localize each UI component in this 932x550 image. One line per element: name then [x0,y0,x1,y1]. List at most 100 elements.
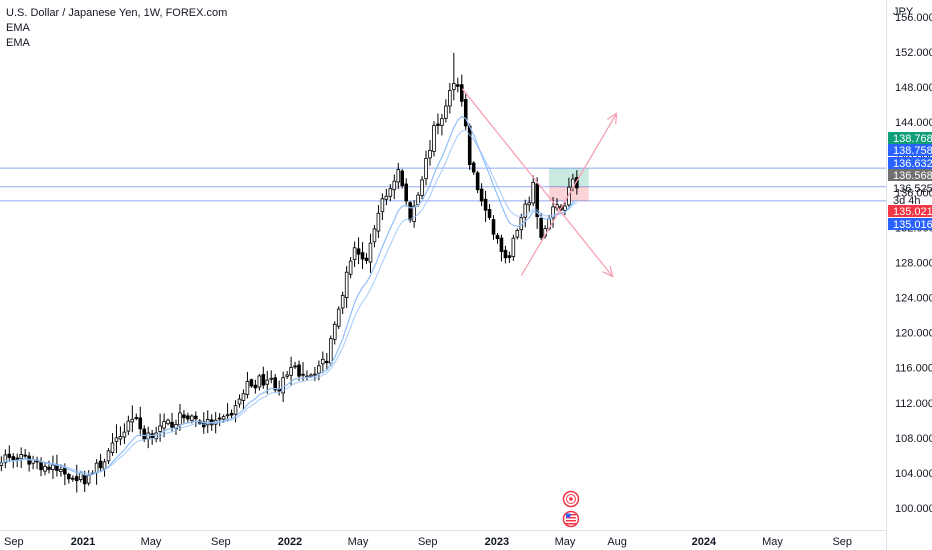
candle[interactable] [293,361,297,369]
candle[interactable] [444,99,448,123]
candle[interactable] [110,433,115,456]
candle[interactable] [436,113,440,135]
candle[interactable] [376,205,381,238]
symbol-title[interactable]: U.S. Dollar / Japanese Yen, 1W, FOREX.co… [6,7,228,19]
candle[interactable] [440,113,444,136]
candle[interactable] [535,177,539,229]
candle[interactable] [217,413,222,427]
candle[interactable] [364,253,369,264]
candle[interactable] [507,251,512,263]
candle[interactable] [130,405,135,433]
target-icon[interactable] [562,490,580,508]
candle[interactable] [106,448,111,465]
candle[interactable] [51,455,55,479]
candle[interactable] [225,403,230,422]
candle[interactable] [475,170,480,194]
candle[interactable] [31,455,35,470]
price-label-3[interactable]: 136.568 [888,169,932,182]
candle[interactable] [392,174,397,200]
candle[interactable] [166,418,170,426]
candle[interactable] [102,458,107,477]
candle[interactable] [261,366,266,389]
candle[interactable] [23,449,27,459]
candle[interactable] [71,475,75,482]
candle[interactable] [142,425,147,443]
candle[interactable] [519,213,524,240]
candle[interactable] [253,379,258,394]
candle[interactable] [424,150,428,186]
candle[interactable] [241,389,246,410]
candle[interactable] [368,233,373,273]
candle[interactable] [456,77,460,93]
candle[interactable] [35,456,39,470]
candle[interactable] [289,356,293,386]
candle[interactable] [7,445,12,463]
candle[interactable] [467,123,472,170]
us-flag-icon[interactable] [562,510,580,528]
candle[interactable] [336,306,341,330]
candle[interactable] [356,237,361,265]
candle[interactable] [332,321,337,345]
candle[interactable] [305,370,309,381]
candle[interactable] [479,183,484,207]
candle[interactable] [269,370,274,384]
candle[interactable] [321,351,325,374]
candle[interactable] [178,404,182,431]
price-label-1[interactable]: 138.758 [888,144,932,157]
candle[interactable] [499,234,504,262]
candle[interactable] [0,456,4,472]
candle[interactable] [348,256,353,279]
candle[interactable] [285,370,289,380]
price-label-7[interactable]: 135.016 [888,218,932,231]
candle[interactable] [162,413,166,438]
arrow-1[interactable] [520,112,618,276]
candle[interactable] [146,426,150,449]
candle[interactable] [186,412,190,423]
ema-indicator-label-2[interactable]: EMA [6,37,30,49]
candle[interactable] [138,406,143,437]
candle[interactable] [43,462,47,476]
candle[interactable] [515,228,520,240]
candle[interactable] [257,374,262,391]
candle[interactable] [74,464,79,493]
price-label-4[interactable]: 136.525 [893,183,932,195]
candle[interactable] [39,457,43,477]
candle[interactable] [400,169,405,189]
candle[interactable] [463,92,468,130]
candle[interactable] [384,188,389,206]
candle[interactable] [67,472,71,484]
candle[interactable] [448,82,452,114]
candle[interactable] [428,140,432,166]
candle[interactable] [471,161,476,175]
candle[interactable] [122,423,127,444]
candle[interactable] [328,335,333,367]
candle[interactable] [98,453,103,473]
candle[interactable] [527,196,532,212]
candle[interactable] [150,429,154,445]
ema-line-2[interactable] [1,129,578,474]
candle[interactable] [404,178,408,207]
candle[interactable] [19,447,23,468]
candle[interactable] [118,426,123,446]
candle[interactable] [126,415,131,436]
candle[interactable] [134,413,139,421]
ema-indicator-label-1[interactable]: EMA [6,22,30,34]
candle[interactable] [325,352,329,370]
candle[interactable] [452,52,456,101]
candle[interactable] [27,452,31,472]
candle[interactable] [245,371,250,399]
candle[interactable] [511,234,516,261]
candle[interactable] [412,200,416,228]
arrow-0[interactable] [461,88,614,278]
candle[interactable] [158,413,162,442]
candle[interactable] [340,291,345,315]
candle[interactable] [249,378,254,388]
candle[interactable] [388,184,393,202]
candle[interactable] [483,190,488,223]
candle[interactable] [344,266,349,309]
price-label-5[interactable]: 3d 4h [893,195,921,207]
candle[interactable] [237,394,242,408]
candle[interactable] [297,360,301,381]
candle[interactable] [491,215,496,240]
